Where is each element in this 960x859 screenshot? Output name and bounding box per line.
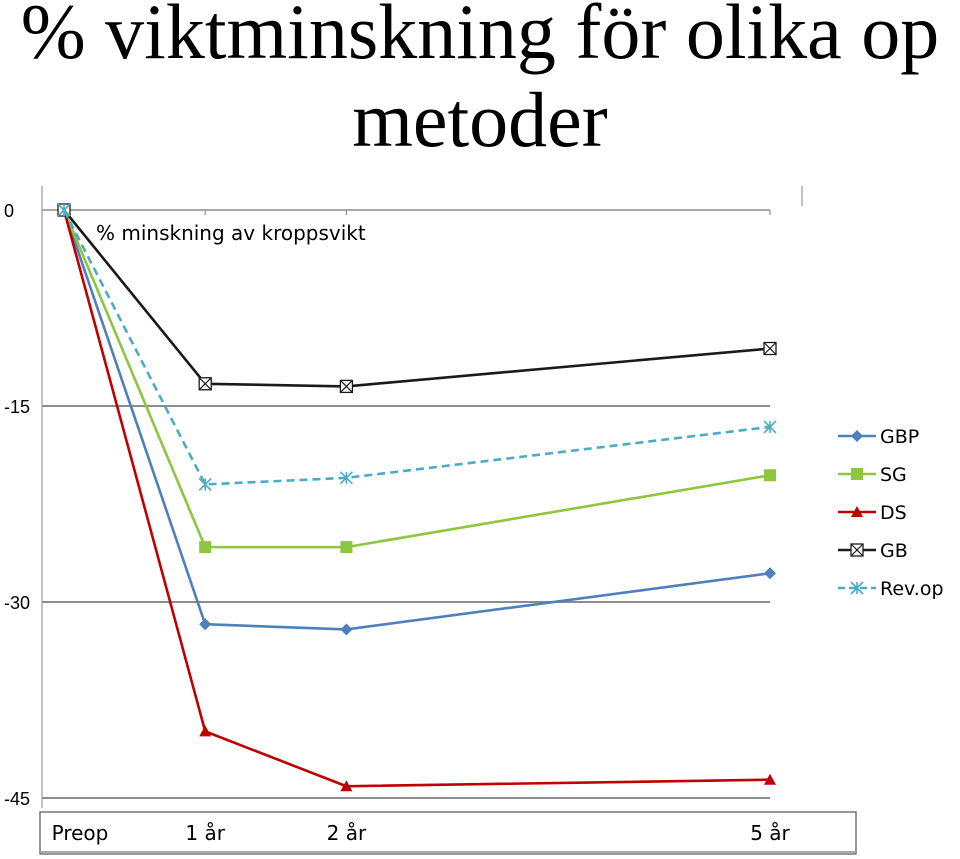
data-point (850, 581, 864, 595)
series-line (62, 209, 771, 486)
data-point (340, 623, 353, 636)
data-point (764, 773, 776, 785)
legend-item: GB (838, 540, 908, 562)
legend-item: DS (838, 502, 907, 524)
series-sg (58, 204, 776, 554)
data-point (851, 468, 863, 480)
slide-title-line-1: % viktminskning för olika op (20, 0, 940, 75)
y-tick-label: 0 (4, 201, 14, 221)
series-line (62, 209, 771, 631)
legend-label: GB (880, 540, 908, 562)
data-point (764, 567, 776, 580)
data-point (851, 430, 863, 442)
data-point (199, 618, 212, 631)
x-tick-label: 1 år (185, 821, 225, 845)
data-point (340, 780, 353, 792)
data-point (763, 420, 777, 434)
legend-item: SG (838, 464, 907, 486)
legend-label: GBP (880, 426, 919, 448)
data-point (198, 477, 212, 491)
data-point (764, 469, 776, 482)
data-point (199, 725, 212, 737)
category-table (39, 811, 857, 855)
chart-annotation: % minskning av kroppsvikt (96, 221, 366, 245)
legend-label: DS (880, 502, 907, 524)
data-point (339, 379, 354, 394)
data-point (57, 203, 71, 217)
x-tick-label: Preop (52, 821, 109, 845)
series-line (62, 209, 771, 388)
x-axis: Preop 1 år 2 år 5 år (39, 811, 857, 855)
y-tick-label: -15 (4, 397, 30, 417)
legend: GBP SG DS GB Rev.op (838, 426, 944, 600)
data-point (850, 543, 864, 557)
series-gbp (58, 204, 776, 636)
legend-item: GBP (838, 426, 919, 448)
series-ds (58, 204, 776, 792)
legend-label: Rev.op (880, 578, 944, 600)
data-point (339, 471, 353, 485)
y-tick-label: -30 (4, 593, 30, 613)
x-tick-label: 5 år (750, 821, 790, 845)
data-point (198, 377, 212, 391)
series-line (62, 209, 771, 788)
series-line (62, 209, 771, 549)
data-point (199, 541, 212, 554)
slide-title: % viktminskning för olika op metoder (0, 0, 960, 164)
y-axis-ticks: 0 -15 -30 -45 (4, 201, 30, 809)
data-point (340, 541, 353, 554)
slide-title-line-2: metoder (352, 76, 608, 163)
data-point (763, 341, 777, 356)
x-tick-label: 2 år (327, 821, 367, 845)
y-tick-label: -45 (4, 789, 30, 809)
series-layer (57, 203, 777, 792)
data-point (851, 506, 863, 517)
series-rev-op (57, 203, 777, 491)
legend-item: Rev.op (838, 578, 944, 600)
legend-label: SG (880, 464, 907, 486)
gridlines (41, 186, 803, 808)
